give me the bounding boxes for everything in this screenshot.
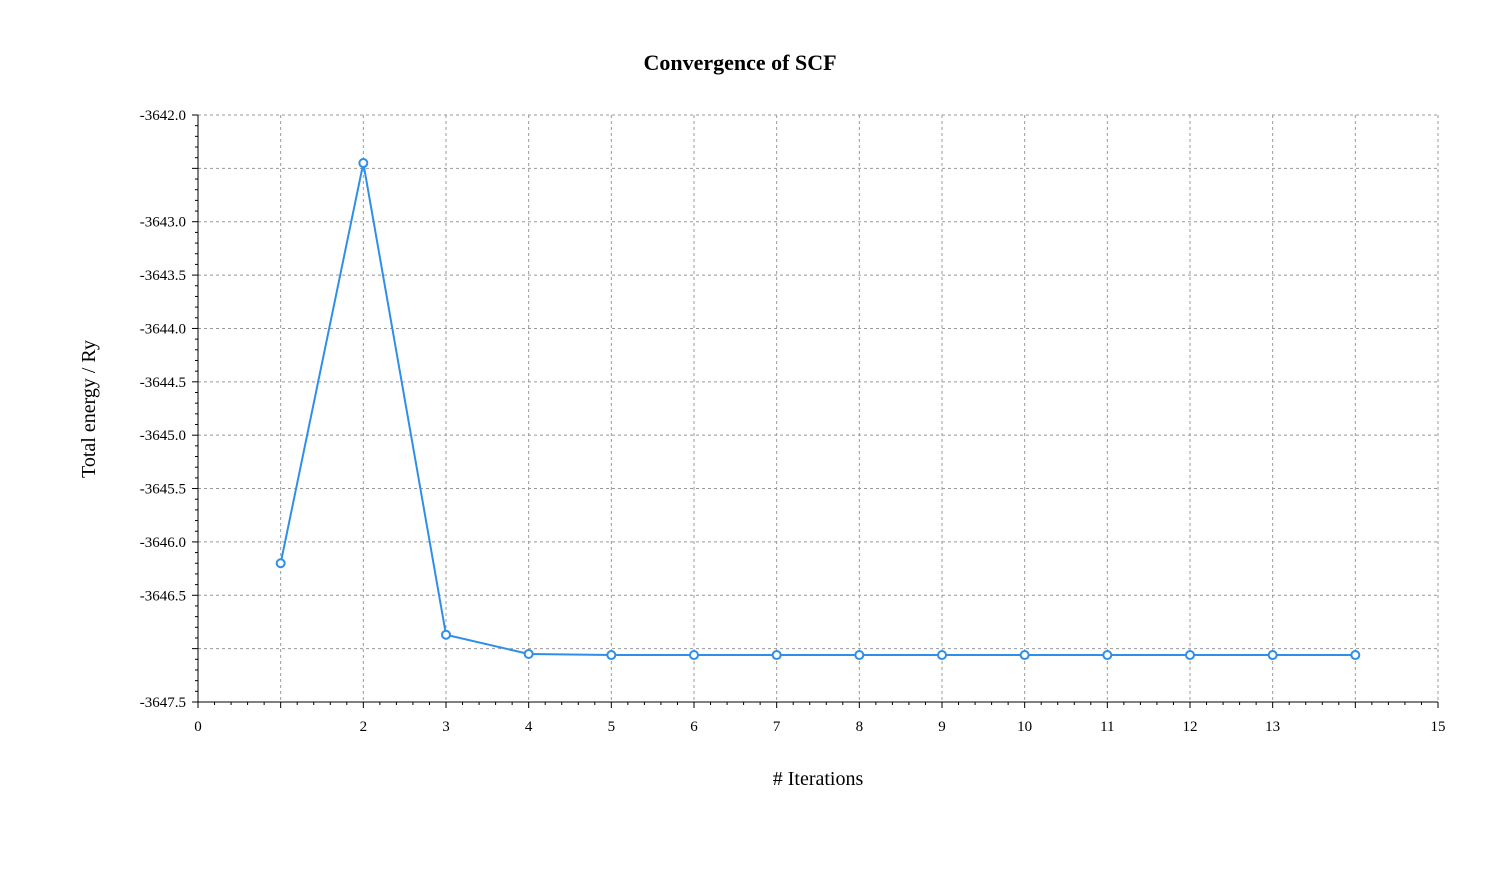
- axes: -3642.0 -3643.0 -3643.5 -3644.0 -3644.5 -3645…: [140, 108, 1446, 735]
- chart-title: Convergence of SCF: [643, 50, 836, 75]
- y-tick-label: -3642.0: [140, 108, 186, 124]
- y-axis-label: Total energy / Ry: [78, 340, 100, 478]
- data-point[interactable]: [771, 650, 782, 661]
- x-tick-label: 0: [194, 719, 202, 735]
- x-tick-label: 12: [1183, 719, 1198, 735]
- y-tick-label: -3644.5: [140, 375, 186, 391]
- x-tick-label: 7: [773, 719, 781, 735]
- x-tick-label: 2: [360, 719, 368, 735]
- y-tick-label: -3644.0: [140, 321, 186, 337]
- data-point[interactable]: [1185, 650, 1195, 661]
- x-tick-label: 4: [525, 719, 533, 735]
- grid: [198, 114, 1439, 703]
- x-tick-label: 9: [938, 719, 946, 735]
- x-tick-label: 8: [856, 719, 864, 735]
- x-tick-label: 3: [442, 719, 450, 735]
- data-point[interactable]: [523, 648, 534, 659]
- y-tick-label: -3646.0: [140, 535, 186, 551]
- data-point[interactable]: [1350, 650, 1361, 661]
- data-point[interactable]: [441, 629, 451, 640]
- series-line: [279, 162, 1356, 657]
- data-point[interactable]: [1267, 650, 1278, 661]
- y-tick-label: -3645.0: [140, 428, 186, 444]
- data-point[interactable]: [606, 650, 617, 661]
- y-tick-label: -3646.5: [140, 588, 186, 604]
- data-point[interactable]: [1019, 650, 1030, 661]
- data-point[interactable]: [275, 558, 286, 569]
- y-tick-label: -3643.0: [140, 215, 186, 231]
- x-tick-label: 15: [1431, 719, 1446, 735]
- x-tick-label: 11: [1100, 719, 1114, 735]
- series-layer: [275, 158, 1361, 661]
- y-tick-label: -3645.5: [140, 482, 186, 498]
- y-tick-label: -3647.5: [140, 695, 186, 711]
- x-tick-label: 5: [608, 719, 616, 735]
- y-tick-label: -3643.5: [140, 268, 186, 284]
- data-point[interactable]: [689, 650, 699, 661]
- x-tick-label: 13: [1265, 719, 1280, 735]
- data-point[interactable]: [854, 650, 865, 661]
- data-point[interactable]: [1102, 650, 1113, 661]
- x-axis-label: # Iterations: [773, 768, 864, 790]
- data-point[interactable]: [937, 650, 947, 661]
- x-tick-label: 6: [690, 719, 698, 735]
- x-tick-label: 10: [1017, 719, 1032, 735]
- data-point[interactable]: [358, 158, 369, 169]
